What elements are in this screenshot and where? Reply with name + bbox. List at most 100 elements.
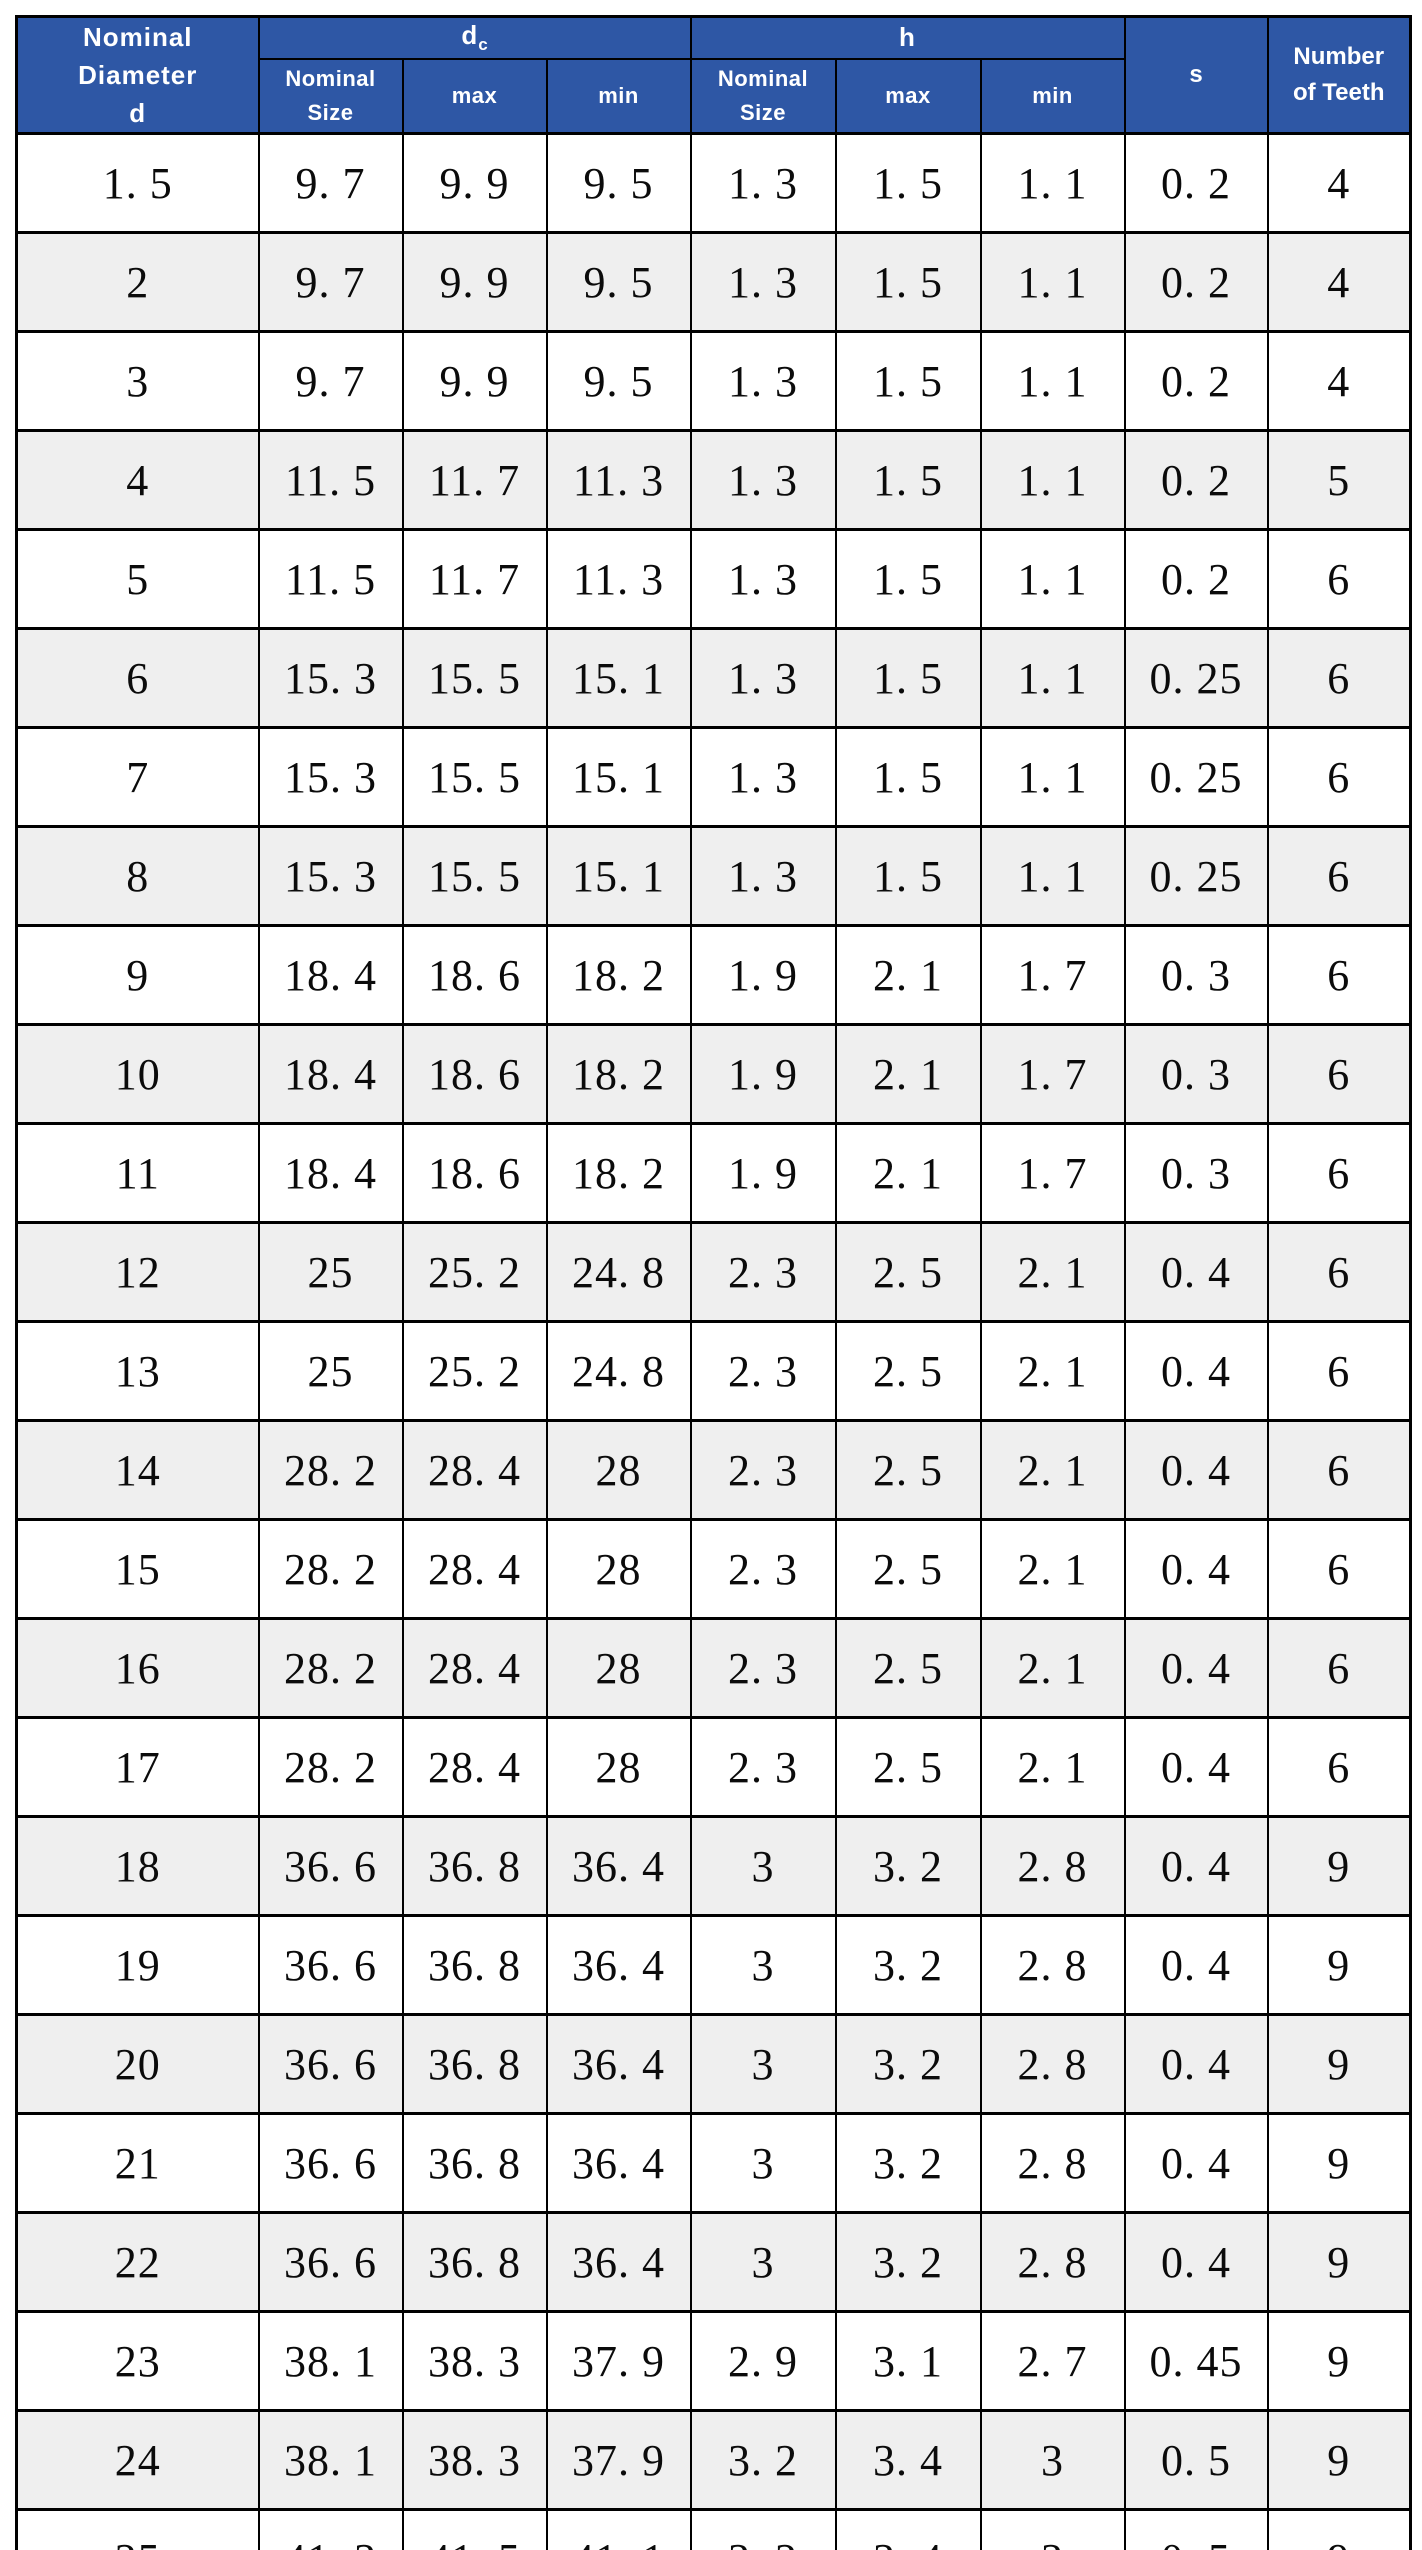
header-dc-max: max — [401, 57, 548, 135]
cell-h-max: 1. 5 — [834, 132, 982, 234]
cell-s: 0. 4 — [1123, 2112, 1269, 2214]
cell-s: 0. 4 — [1123, 1221, 1269, 1323]
cell-number-of-teeth: 9 — [1266, 2013, 1412, 2115]
table-row: 10 18. 4 18. 6 18. 2 1. 9 2. 1 1. 7 0. 3… — [15, 1023, 1412, 1125]
cell-dc-min: 11. 3 — [545, 429, 692, 531]
cell-h-max: 1. 5 — [834, 231, 982, 333]
cell-h-max: 1. 5 — [834, 429, 982, 531]
cell-s: 0. 2 — [1123, 330, 1269, 432]
table-row: 6 15. 3 15. 5 15. 1 1. 3 1. 5 1. 1 0. 25… — [15, 627, 1412, 729]
cell-dc-nominal-size: 41. 3 — [257, 2508, 404, 2550]
table-row: 15 28. 2 28. 4 28 2. 3 2. 5 2. 1 0. 4 6 — [15, 1518, 1412, 1620]
cell-h-min: 1. 1 — [979, 330, 1126, 432]
cell-number-of-teeth: 6 — [1266, 1023, 1412, 1125]
cell-dc-min: 36. 4 — [545, 2112, 692, 2214]
cell-dc-max: 28. 4 — [401, 1419, 548, 1521]
cell-dc-max: 36. 8 — [401, 2013, 548, 2115]
cell-nominal-diameter: 11 — [15, 1122, 260, 1224]
cell-h-nominal-size: 1. 9 — [689, 924, 837, 1026]
cell-s: 0. 45 — [1123, 2310, 1269, 2412]
cell-s: 0. 4 — [1123, 1914, 1269, 2016]
cell-s: 0. 4 — [1123, 1419, 1269, 1521]
cell-dc-min: 28 — [545, 1617, 692, 1719]
cell-nominal-diameter: 18 — [15, 1815, 260, 1917]
cell-dc-min: 24. 8 — [545, 1320, 692, 1422]
table-row: 21 36. 6 36. 8 36. 4 3 3. 2 2. 8 0. 4 9 — [15, 2112, 1412, 2214]
cell-dc-nominal-size: 18. 4 — [257, 1023, 404, 1125]
header-nominal-diameter: Nominal Diameter d — [15, 15, 260, 135]
cell-dc-min: 18. 2 — [545, 1122, 692, 1224]
cell-dc-max: 9. 9 — [401, 132, 548, 234]
cell-dc-max: 28. 4 — [401, 1617, 548, 1719]
cell-h-min: 3 — [979, 2409, 1126, 2511]
cell-dc-nominal-size: 15. 3 — [257, 726, 404, 828]
cell-s: 0. 25 — [1123, 825, 1269, 927]
cell-dc-nominal-size: 28. 2 — [257, 1716, 404, 1818]
cell-nominal-diameter: 9 — [15, 924, 260, 1026]
cell-h-max: 2. 5 — [834, 1419, 982, 1521]
cell-nominal-diameter: 15 — [15, 1518, 260, 1620]
cell-h-min: 1. 1 — [979, 429, 1126, 531]
header-line: Nominal — [717, 65, 809, 91]
cell-h-nominal-size: 3 — [689, 2013, 837, 2115]
cell-s: 0. 5 — [1123, 2508, 1269, 2550]
cell-dc-max: 41. 5 — [401, 2508, 548, 2550]
cell-h-nominal-size: 1. 3 — [689, 132, 837, 234]
cell-dc-max: 18. 6 — [401, 924, 548, 1026]
cell-h-nominal-size: 1. 3 — [689, 825, 837, 927]
table-row: 22 36. 6 36. 8 36. 4 3 3. 2 2. 8 0. 4 9 — [15, 2211, 1412, 2313]
cell-dc-max: 15. 5 — [401, 627, 548, 729]
cell-h-max: 1. 5 — [834, 528, 982, 630]
table-row: 19 36. 6 36. 8 36. 4 3 3. 2 2. 8 0. 4 9 — [15, 1914, 1412, 2016]
cell-h-nominal-size: 2. 3 — [689, 1716, 837, 1818]
cell-h-min: 2. 8 — [979, 2211, 1126, 2313]
cell-nominal-diameter: 13 — [15, 1320, 260, 1422]
cell-h-nominal-size: 2. 3 — [689, 1320, 837, 1422]
cell-h-min: 1. 1 — [979, 231, 1126, 333]
cell-dc-nominal-size: 36. 6 — [257, 2112, 404, 2214]
cell-nominal-diameter: 17 — [15, 1716, 260, 1818]
cell-number-of-teeth: 6 — [1266, 1320, 1412, 1422]
cell-h-nominal-size: 1. 9 — [689, 1023, 837, 1125]
table-row: 16 28. 2 28. 4 28 2. 3 2. 5 2. 1 0. 4 6 — [15, 1617, 1412, 1719]
cell-s: 0. 2 — [1123, 528, 1269, 630]
header-dc-min: min — [545, 57, 692, 135]
dc-symbol: d — [461, 20, 479, 51]
cell-dc-max: 28. 4 — [401, 1518, 548, 1620]
cell-h-max: 2. 1 — [834, 924, 982, 1026]
cell-h-min: 1. 1 — [979, 825, 1126, 927]
cell-h-nominal-size: 1. 9 — [689, 1122, 837, 1224]
cell-s: 0. 4 — [1123, 1716, 1269, 1818]
cell-dc-nominal-size: 25 — [257, 1320, 404, 1422]
cell-dc-nominal-size: 18. 4 — [257, 1122, 404, 1224]
table-row: 3 9. 7 9. 9 9. 5 1. 3 1. 5 1. 1 0. 2 4 — [15, 330, 1412, 432]
cell-dc-min: 37. 9 — [545, 2310, 692, 2412]
cell-h-max: 2. 5 — [834, 1221, 982, 1323]
cell-dc-nominal-size: 36. 6 — [257, 1815, 404, 1917]
cell-s: 0. 4 — [1123, 2211, 1269, 2313]
cell-dc-nominal-size: 18. 4 — [257, 924, 404, 1026]
cell-dc-max: 9. 9 — [401, 330, 548, 432]
cell-h-min: 1. 7 — [979, 924, 1126, 1026]
cell-h-min: 2. 8 — [979, 2112, 1126, 2214]
cell-dc-min: 24. 8 — [545, 1221, 692, 1323]
cell-h-max: 3. 4 — [834, 2508, 982, 2550]
cell-nominal-diameter: 8 — [15, 825, 260, 927]
cell-dc-min: 9. 5 — [545, 231, 692, 333]
table-row: 17 28. 2 28. 4 28 2. 3 2. 5 2. 1 0. 4 6 — [15, 1716, 1412, 1818]
cell-dc-max: 36. 8 — [401, 1815, 548, 1917]
cell-s: 0. 4 — [1123, 1617, 1269, 1719]
cell-h-min: 2. 1 — [979, 1320, 1126, 1422]
table-row: 7 15. 3 15. 5 15. 1 1. 3 1. 5 1. 1 0. 25… — [15, 726, 1412, 828]
cell-h-nominal-size: 2. 3 — [689, 1221, 837, 1323]
cell-dc-max: 9. 9 — [401, 231, 548, 333]
cell-number-of-teeth: 9 — [1266, 1815, 1412, 1917]
cell-h-min: 1. 7 — [979, 1023, 1126, 1125]
cell-dc-max: 36. 8 — [401, 1914, 548, 2016]
cell-h-min: 1. 1 — [979, 726, 1126, 828]
cell-h-nominal-size: 2. 9 — [689, 2310, 837, 2412]
cell-h-max: 3. 2 — [834, 2112, 982, 2214]
cell-number-of-teeth: 6 — [1266, 1122, 1412, 1224]
header-line: Nominal — [285, 65, 376, 91]
cell-dc-max: 18. 6 — [401, 1122, 548, 1224]
